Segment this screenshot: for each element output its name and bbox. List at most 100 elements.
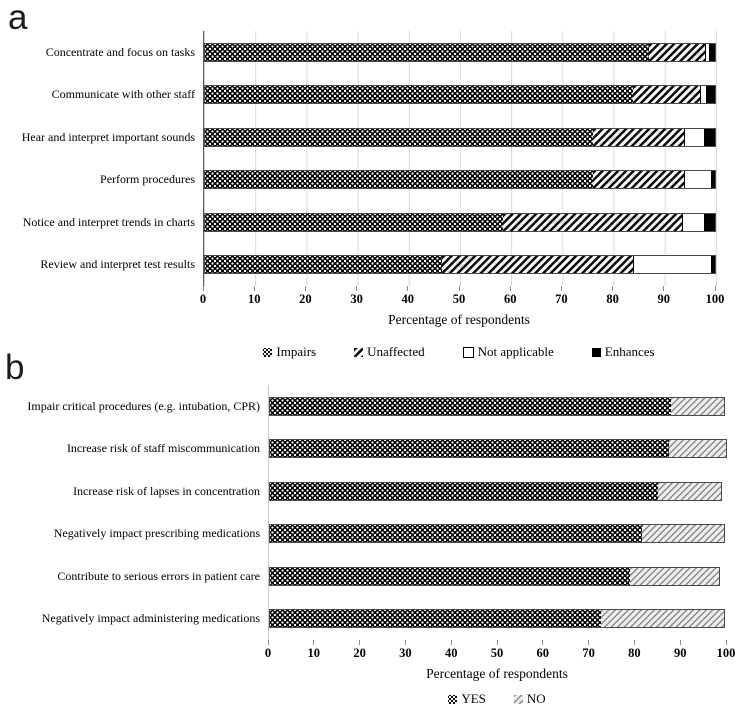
bar-segment-impairs [205, 86, 634, 104]
category-label: Perform procedures [100, 172, 195, 187]
x-tick-mark [202, 286, 204, 291]
bar-segment-enhances [707, 86, 715, 104]
bar-segment-unaffected [592, 171, 685, 189]
x-tick-mark [253, 286, 255, 291]
legend-label: Impairs [276, 344, 317, 359]
x-tick-label: 70 [555, 292, 568, 306]
bar-segment-not-applicable [684, 171, 713, 189]
x-tick-label: 40 [401, 292, 415, 306]
bar-segment-impairs [205, 43, 649, 61]
x-tick-label: 30 [399, 646, 412, 660]
bar-segment-no [630, 567, 720, 585]
legend-swatch-dots-icon [263, 347, 273, 357]
bar-segment-unaffected [648, 43, 705, 61]
x-tick-label: 60 [536, 646, 550, 660]
bar-row [269, 428, 727, 471]
stacked-bar [204, 42, 716, 62]
legend-item-no: NO [513, 691, 546, 707]
category-label: Increase risk of lapses in concentration [73, 483, 260, 498]
plot-area-a [203, 31, 717, 286]
category-label: Negatively impact prescribing medication… [53, 526, 260, 541]
legend-item-enhances: Enhances [591, 344, 655, 360]
x-tick-mark [267, 640, 269, 645]
bar-segment-enhances [704, 213, 715, 231]
stacked-bar [204, 255, 716, 275]
legend-swatch-hatch-dark-icon [354, 347, 364, 357]
panel-letter-b: b [5, 348, 25, 387]
x-tick-mark [714, 286, 716, 291]
bar-segment-not-applicable [704, 43, 710, 61]
x-tick-label: 10 [247, 292, 261, 306]
x-tick-label: 10 [307, 646, 321, 660]
bar-segment-not-applicable [633, 256, 713, 274]
x-tick-mark [313, 640, 315, 645]
legend-item-unaffected: Unaffected [354, 344, 425, 360]
category-label: Hear and interpret important sounds [21, 129, 195, 144]
x-tick-mark [725, 640, 727, 645]
x-tick-mark [450, 640, 452, 645]
x-tick-label: 100 [705, 292, 725, 306]
bar-row [204, 201, 716, 244]
x-tick-label: 100 [716, 646, 735, 660]
bar-row [204, 159, 716, 202]
legend-swatch-solid-icon [591, 347, 601, 357]
bar-segment-no [657, 482, 722, 500]
stacked-bar [269, 609, 725, 629]
bar-segment-no [600, 610, 724, 628]
bar-segment-enhances [712, 171, 715, 189]
stacked-bar [204, 85, 716, 105]
x-tick-label: 70 [582, 646, 595, 660]
x-tick-label: 30 [350, 292, 363, 306]
stacked-bar [269, 481, 723, 501]
legend-b: YES NO [268, 691, 726, 707]
bar-row [269, 470, 727, 513]
bar-segment-no [669, 440, 726, 458]
bar-row [204, 244, 716, 287]
x-tick-mark [356, 286, 358, 291]
stacked-bar [269, 524, 725, 544]
bar-segment-no [641, 525, 724, 543]
x-tick-label: 60 [503, 292, 517, 306]
bar-segment-enhances [712, 256, 715, 274]
x-tick-mark [404, 640, 406, 645]
legend-item-not-applicable: Not applicable [462, 344, 554, 360]
bar-segment-unaffected [633, 86, 700, 104]
bar-segment-impairs [205, 213, 504, 231]
bar-segment-impairs [205, 256, 443, 274]
bar-row [204, 116, 716, 159]
category-label: Impair critical procedures (e.g. intubat… [27, 398, 260, 413]
x-tick-label: 80 [628, 646, 641, 660]
legend-label: NO [526, 691, 546, 706]
bar-segment-not-applicable [684, 128, 705, 146]
x-tick-mark [612, 286, 614, 291]
bar-segment-not-applicable [699, 86, 708, 104]
bar-row [204, 74, 716, 117]
plot-area-b [268, 385, 727, 640]
x-tick-mark [588, 640, 590, 645]
panel-letter-a: a [8, 0, 28, 37]
bar-segment-unaffected [503, 213, 682, 231]
stacked-bar [269, 396, 725, 416]
legend-item-yes: YES [448, 691, 486, 707]
x-axis-ticks: 0 10 20 30 40 50 60 70 80 90 100 [265, 640, 735, 662]
category-label: Communicate with other staff [51, 87, 195, 102]
bar-segment-yes [270, 525, 642, 543]
bar-row [269, 385, 727, 428]
category-label: Concentrate and focus on tasks [45, 44, 195, 59]
bar-segment-impairs [205, 128, 593, 146]
category-label: Negatively impact administering medicati… [41, 611, 260, 626]
legend-label: Not applicable [477, 344, 554, 359]
bar-segment-yes [270, 397, 672, 415]
category-labels: Impair critical procedures (e.g. intubat… [0, 385, 268, 640]
x-tick-mark [633, 640, 635, 645]
bar-segment-not-applicable [681, 213, 705, 231]
stacked-bar [204, 170, 716, 190]
x-axis-title: Percentage of respondents [388, 312, 530, 327]
x-tick-label: 80 [606, 292, 619, 306]
bar-row [204, 31, 716, 74]
legend-swatch-white-icon [462, 346, 474, 358]
stacked-bar [204, 212, 716, 232]
legend-swatch-hatch-light-icon [513, 694, 523, 704]
x-tick-label: 50 [452, 292, 466, 306]
category-label: Increase risk of staff miscommunication [66, 441, 260, 456]
